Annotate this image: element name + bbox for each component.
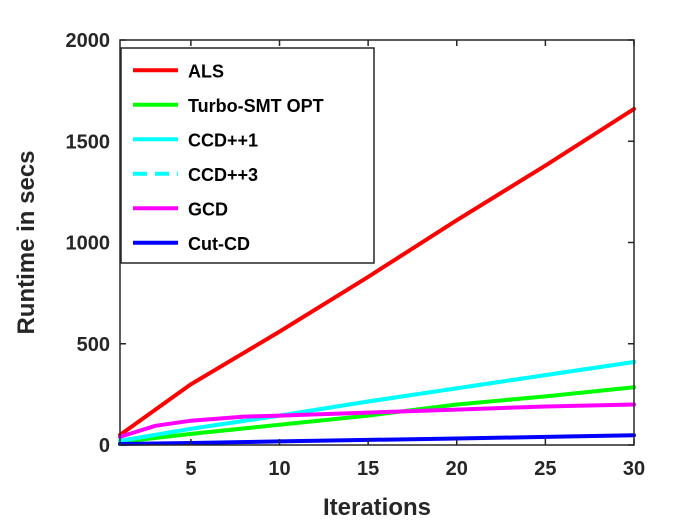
y-tick-label: 1500 xyxy=(66,131,111,153)
y-tick-label: 500 xyxy=(77,334,110,356)
y-tick-label: 0 xyxy=(99,435,110,457)
x-tick-label: 5 xyxy=(185,458,196,480)
series-line-als xyxy=(118,106,636,437)
x-axis-title: Iterations xyxy=(323,494,431,521)
x-tick-label: 30 xyxy=(623,458,645,480)
legend-label-gcd: GCD xyxy=(188,199,228,219)
x-tick-label: 20 xyxy=(446,458,468,480)
legend-label-turbo-smt-opt: Turbo-SMT OPT xyxy=(188,96,324,116)
series-line-turbo-smt-opt xyxy=(118,385,636,444)
y-axis-title: Runtime in secs xyxy=(13,150,40,334)
legend-label-ccd-1: CCD++1 xyxy=(188,130,258,150)
y-tick-label: 2000 xyxy=(66,30,111,52)
x-tick-label: 25 xyxy=(534,458,556,480)
y-tick-label: 1000 xyxy=(66,233,111,255)
legend-label-ccd-3: CCD++3 xyxy=(188,165,258,185)
legend: ALS Turbo-SMT OPT CCD++1 CCD++3 GCD Cut-CD xyxy=(120,47,375,264)
x-tick-label: 10 xyxy=(268,458,290,480)
series-line-gcd xyxy=(118,402,636,439)
legend-label-als: ALS xyxy=(188,61,224,81)
legend-label-cut-cd: Cut-CD xyxy=(188,234,250,254)
series-line-ccd-3 xyxy=(118,360,636,443)
legend-box xyxy=(120,47,375,264)
x-tick-label: 15 xyxy=(357,458,379,480)
axes: 5 10 15 20 25 30 0 500 1000 1500 2000 xyxy=(66,30,646,480)
